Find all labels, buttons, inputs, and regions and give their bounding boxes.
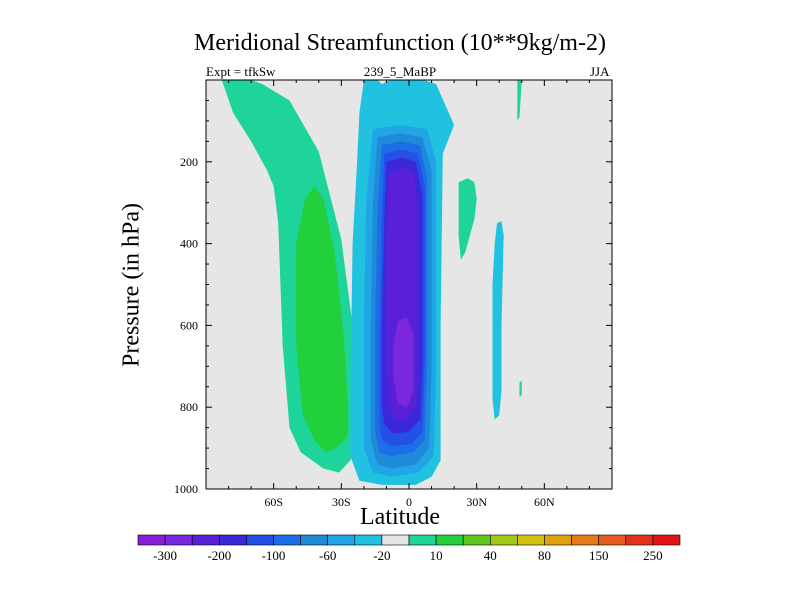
- x-tick-label: 30S: [332, 495, 351, 509]
- colorbar-swatch: [191, 534, 220, 546]
- x-tick-label: 60S: [264, 495, 283, 509]
- y-tick-label: 800: [180, 400, 198, 414]
- negative-region-north: [492, 221, 504, 420]
- colorbar-swatch: [462, 534, 491, 546]
- axes: 60S 30S 0 30N 60N 200 400 600 800 1000: [174, 79, 613, 509]
- y-tick-label: 600: [180, 318, 198, 332]
- colorbar-label: 250: [643, 548, 663, 563]
- colorbar-label: 10: [430, 548, 443, 563]
- negative-region-200: [393, 317, 414, 408]
- colorbar-swatch: [354, 534, 383, 546]
- y-tick-label: 1000: [174, 482, 198, 496]
- positive-region-20: [296, 186, 349, 453]
- colorbar-swatch: [381, 534, 410, 546]
- positive-region-north-top: [517, 80, 522, 121]
- colorbar-swatch: [544, 534, 572, 546]
- colorbar-swatch: [435, 534, 464, 546]
- subtitle-left: Expt = tfkSw: [206, 64, 276, 79]
- colorbar-swatch: [625, 534, 654, 546]
- colorbar-swatch: [489, 534, 518, 546]
- subtitle-right: JJA: [590, 64, 610, 79]
- x-tick-label: 30N: [466, 495, 487, 509]
- colorbar-swatch: [219, 534, 247, 546]
- colorbar: -300 -200 -100 -60 -20 10 40 80 150 250: [137, 534, 681, 563]
- colorbar-swatch: [137, 534, 166, 546]
- colorbar-label: -200: [207, 548, 231, 563]
- x-tick-label: 0: [406, 495, 412, 509]
- colorbar-label: -60: [319, 548, 336, 563]
- chart-title: Meridional Streamfunction (10**9kg/m-2): [194, 30, 606, 56]
- colorbar-swatch: [652, 534, 681, 546]
- colorbar-swatch: [273, 534, 301, 546]
- contour-fields: [221, 79, 522, 485]
- colorbar-swatch: [517, 534, 545, 546]
- colorbar-label: 40: [484, 548, 497, 563]
- colorbar-label: -100: [262, 548, 286, 563]
- colorbar-label: -300: [153, 548, 177, 563]
- colorbar-swatch: [300, 534, 329, 546]
- x-axis-label: Latitude: [360, 504, 440, 530]
- colorbar-swatch: [327, 534, 356, 546]
- colorbar-label: 80: [538, 548, 551, 563]
- colorbar-swatch: [571, 534, 599, 546]
- y-tick-label: 400: [180, 237, 198, 251]
- x-tick-label: 60N: [534, 495, 555, 509]
- colorbar-label: 150: [589, 548, 609, 563]
- subtitle-center: 239_5_MaBP: [363, 64, 437, 79]
- colorbar-swatch: [246, 534, 274, 546]
- colorbar-swatch: [408, 534, 437, 546]
- colorbar-label: -20: [373, 548, 390, 563]
- colorbar-swatch: [164, 534, 193, 546]
- positive-region-north: [458, 178, 477, 260]
- positive-region-north-small: [519, 380, 522, 397]
- y-tick-label: 200: [180, 155, 198, 169]
- colorbar-swatch: [598, 534, 627, 546]
